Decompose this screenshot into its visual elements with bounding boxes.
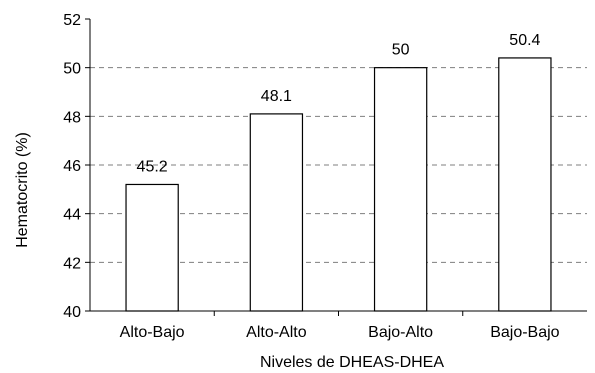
y-tick-label-46: 46 [63, 158, 81, 175]
x-tick-label-Alto-Bajo: Alto-Bajo [120, 324, 185, 341]
bar-Alto-Bajo [125, 183, 179, 312]
x-axis-title: Niveles de DHEAS-DHEA [260, 354, 444, 371]
y-axis-title: Hematocrito (%) [14, 132, 31, 248]
data-label-Bajo-Alto: 50 [392, 42, 410, 59]
data-label-Alto-Alto: 48.1 [261, 88, 292, 105]
bars [125, 57, 552, 312]
bar-Bajo-Alto [373, 67, 428, 312]
y-tick-label-44: 44 [63, 207, 81, 224]
y-tick-labels: 40 42 44 46 48 50 52 [63, 12, 81, 321]
x-tick-label-Bajo-Alto: Bajo-Alto [368, 324, 433, 341]
y-tick-label-52: 52 [63, 12, 81, 29]
data-label-Bajo-Bajo: 50.4 [509, 32, 540, 49]
data-label-Alto-Bajo: 45.2 [137, 158, 168, 175]
x-tick-label-Alto-Alto: Alto-Alto [246, 324, 307, 341]
data-labels: 45.2 48.1 50 50.4 [137, 32, 541, 176]
axes [85, 18, 587, 316]
bar-Bajo-Bajo [498, 57, 552, 312]
y-tick-label-50: 50 [63, 61, 81, 78]
y-tick-label-40: 40 [63, 304, 81, 321]
y-tick-label-42: 42 [63, 255, 81, 272]
x-tick-labels: Alto-Bajo Alto-Alto Bajo-Alto Bajo-Bajo [120, 324, 560, 341]
x-tick-label-Bajo-Bajo: Bajo-Bajo [490, 324, 559, 341]
bar-Alto-Alto [249, 113, 304, 312]
y-tick-label-48: 48 [63, 109, 81, 126]
